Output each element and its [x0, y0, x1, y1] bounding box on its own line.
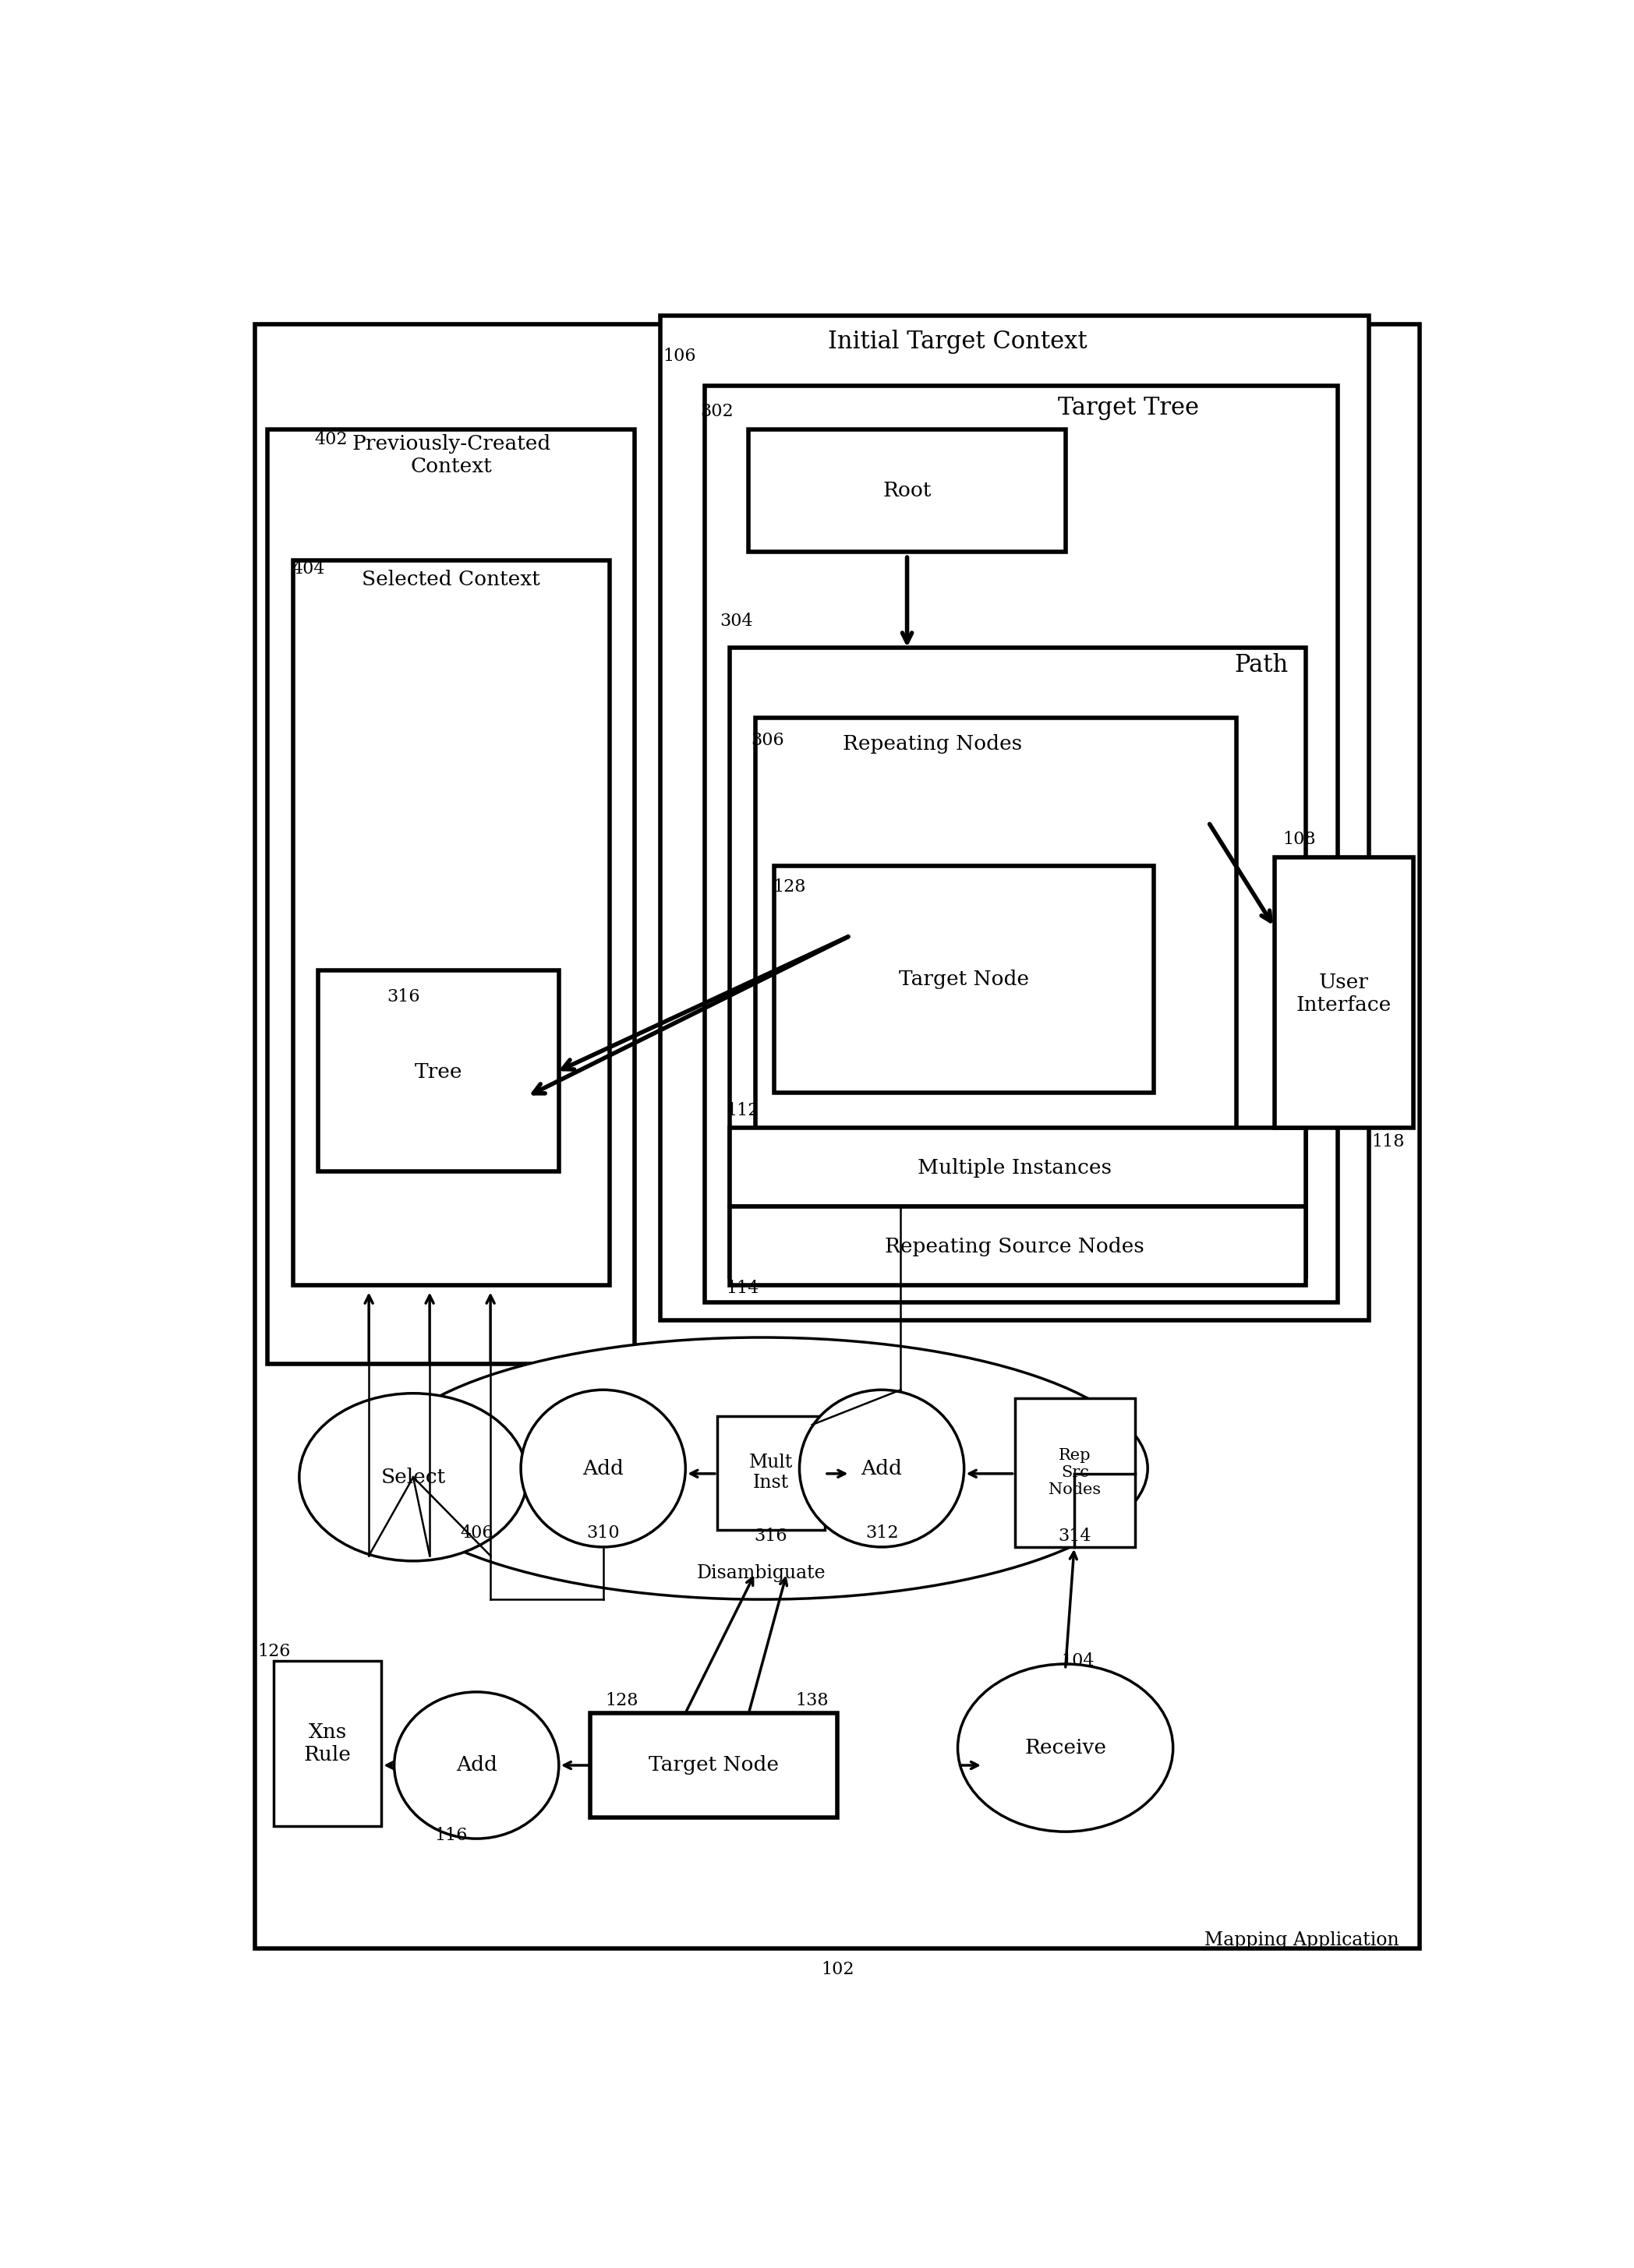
Bar — [590, 1712, 837, 1817]
Text: 304: 304 — [719, 612, 753, 631]
Text: Root: Root — [882, 481, 931, 501]
Bar — [319, 971, 559, 1173]
Text: 108: 108 — [1283, 830, 1317, 848]
Text: 102: 102 — [820, 1962, 855, 1978]
Ellipse shape — [376, 1338, 1147, 1599]
Text: Tree: Tree — [415, 1061, 462, 1082]
Ellipse shape — [958, 1665, 1173, 1833]
Text: 126: 126 — [258, 1644, 291, 1660]
Bar — [268, 429, 634, 1363]
Ellipse shape — [394, 1692, 559, 1839]
Bar — [704, 386, 1338, 1302]
Text: Mapping Application: Mapping Application — [1204, 1930, 1399, 1948]
Text: Add: Add — [583, 1458, 624, 1479]
Text: Receive: Receive — [1025, 1737, 1106, 1758]
Text: 106: 106 — [662, 347, 696, 365]
Text: 104: 104 — [1062, 1651, 1095, 1669]
Text: 316: 316 — [755, 1529, 788, 1545]
Text: 128: 128 — [773, 878, 806, 896]
Text: Add: Add — [861, 1458, 902, 1479]
Text: Add: Add — [456, 1755, 497, 1776]
Text: 314: 314 — [1059, 1529, 1092, 1545]
Text: Path: Path — [1235, 653, 1289, 678]
Bar — [275, 1660, 381, 1826]
Text: Previously-Created
Context: Previously-Created Context — [351, 435, 551, 476]
Bar — [730, 1127, 1306, 1207]
Text: Target Tree: Target Tree — [1059, 397, 1199, 420]
Text: Initial Target Context: Initial Target Context — [828, 329, 1087, 354]
Text: Rep
Src
Nodes: Rep Src Nodes — [1049, 1449, 1101, 1497]
Bar — [755, 717, 1237, 1179]
Text: 404: 404 — [291, 560, 325, 578]
Text: Selected Context: Selected Context — [363, 569, 541, 590]
Bar — [1275, 857, 1413, 1127]
Text: Target Node: Target Node — [899, 971, 1029, 989]
Text: Multiple Instances: Multiple Instances — [918, 1159, 1111, 1177]
Bar — [730, 649, 1306, 1277]
Bar — [748, 429, 1065, 551]
Bar — [1015, 1399, 1136, 1547]
Text: 312: 312 — [864, 1524, 899, 1542]
Text: 302: 302 — [701, 404, 734, 420]
Text: User
Interface: User Interface — [1296, 973, 1392, 1014]
Ellipse shape — [521, 1390, 686, 1547]
Ellipse shape — [799, 1390, 964, 1547]
Bar — [660, 315, 1369, 1320]
Bar — [717, 1415, 825, 1529]
Text: 402: 402 — [314, 431, 348, 449]
Text: 116: 116 — [435, 1826, 467, 1844]
Bar — [292, 560, 609, 1286]
Text: 118: 118 — [1371, 1134, 1405, 1150]
Text: Repeating Source Nodes: Repeating Source Nodes — [886, 1236, 1144, 1256]
Text: Repeating Nodes: Repeating Nodes — [843, 735, 1023, 753]
Text: 138: 138 — [796, 1692, 828, 1710]
Text: 306: 306 — [752, 733, 784, 748]
Ellipse shape — [299, 1393, 528, 1560]
Bar — [730, 1207, 1306, 1286]
Text: Mult
Inst: Mult Inst — [748, 1454, 792, 1492]
Text: Select: Select — [381, 1467, 446, 1488]
Text: 316: 316 — [387, 989, 420, 1005]
Text: 112: 112 — [725, 1102, 758, 1118]
Text: 114: 114 — [725, 1279, 758, 1297]
Bar — [775, 866, 1154, 1093]
Text: Disambiguate: Disambiguate — [696, 1565, 827, 1583]
Text: Xns
Rule: Xns Rule — [304, 1721, 351, 1765]
Text: Target Node: Target Node — [649, 1755, 779, 1776]
Text: 310: 310 — [587, 1524, 619, 1542]
Text: 406: 406 — [459, 1524, 493, 1542]
Text: 128: 128 — [606, 1692, 639, 1710]
